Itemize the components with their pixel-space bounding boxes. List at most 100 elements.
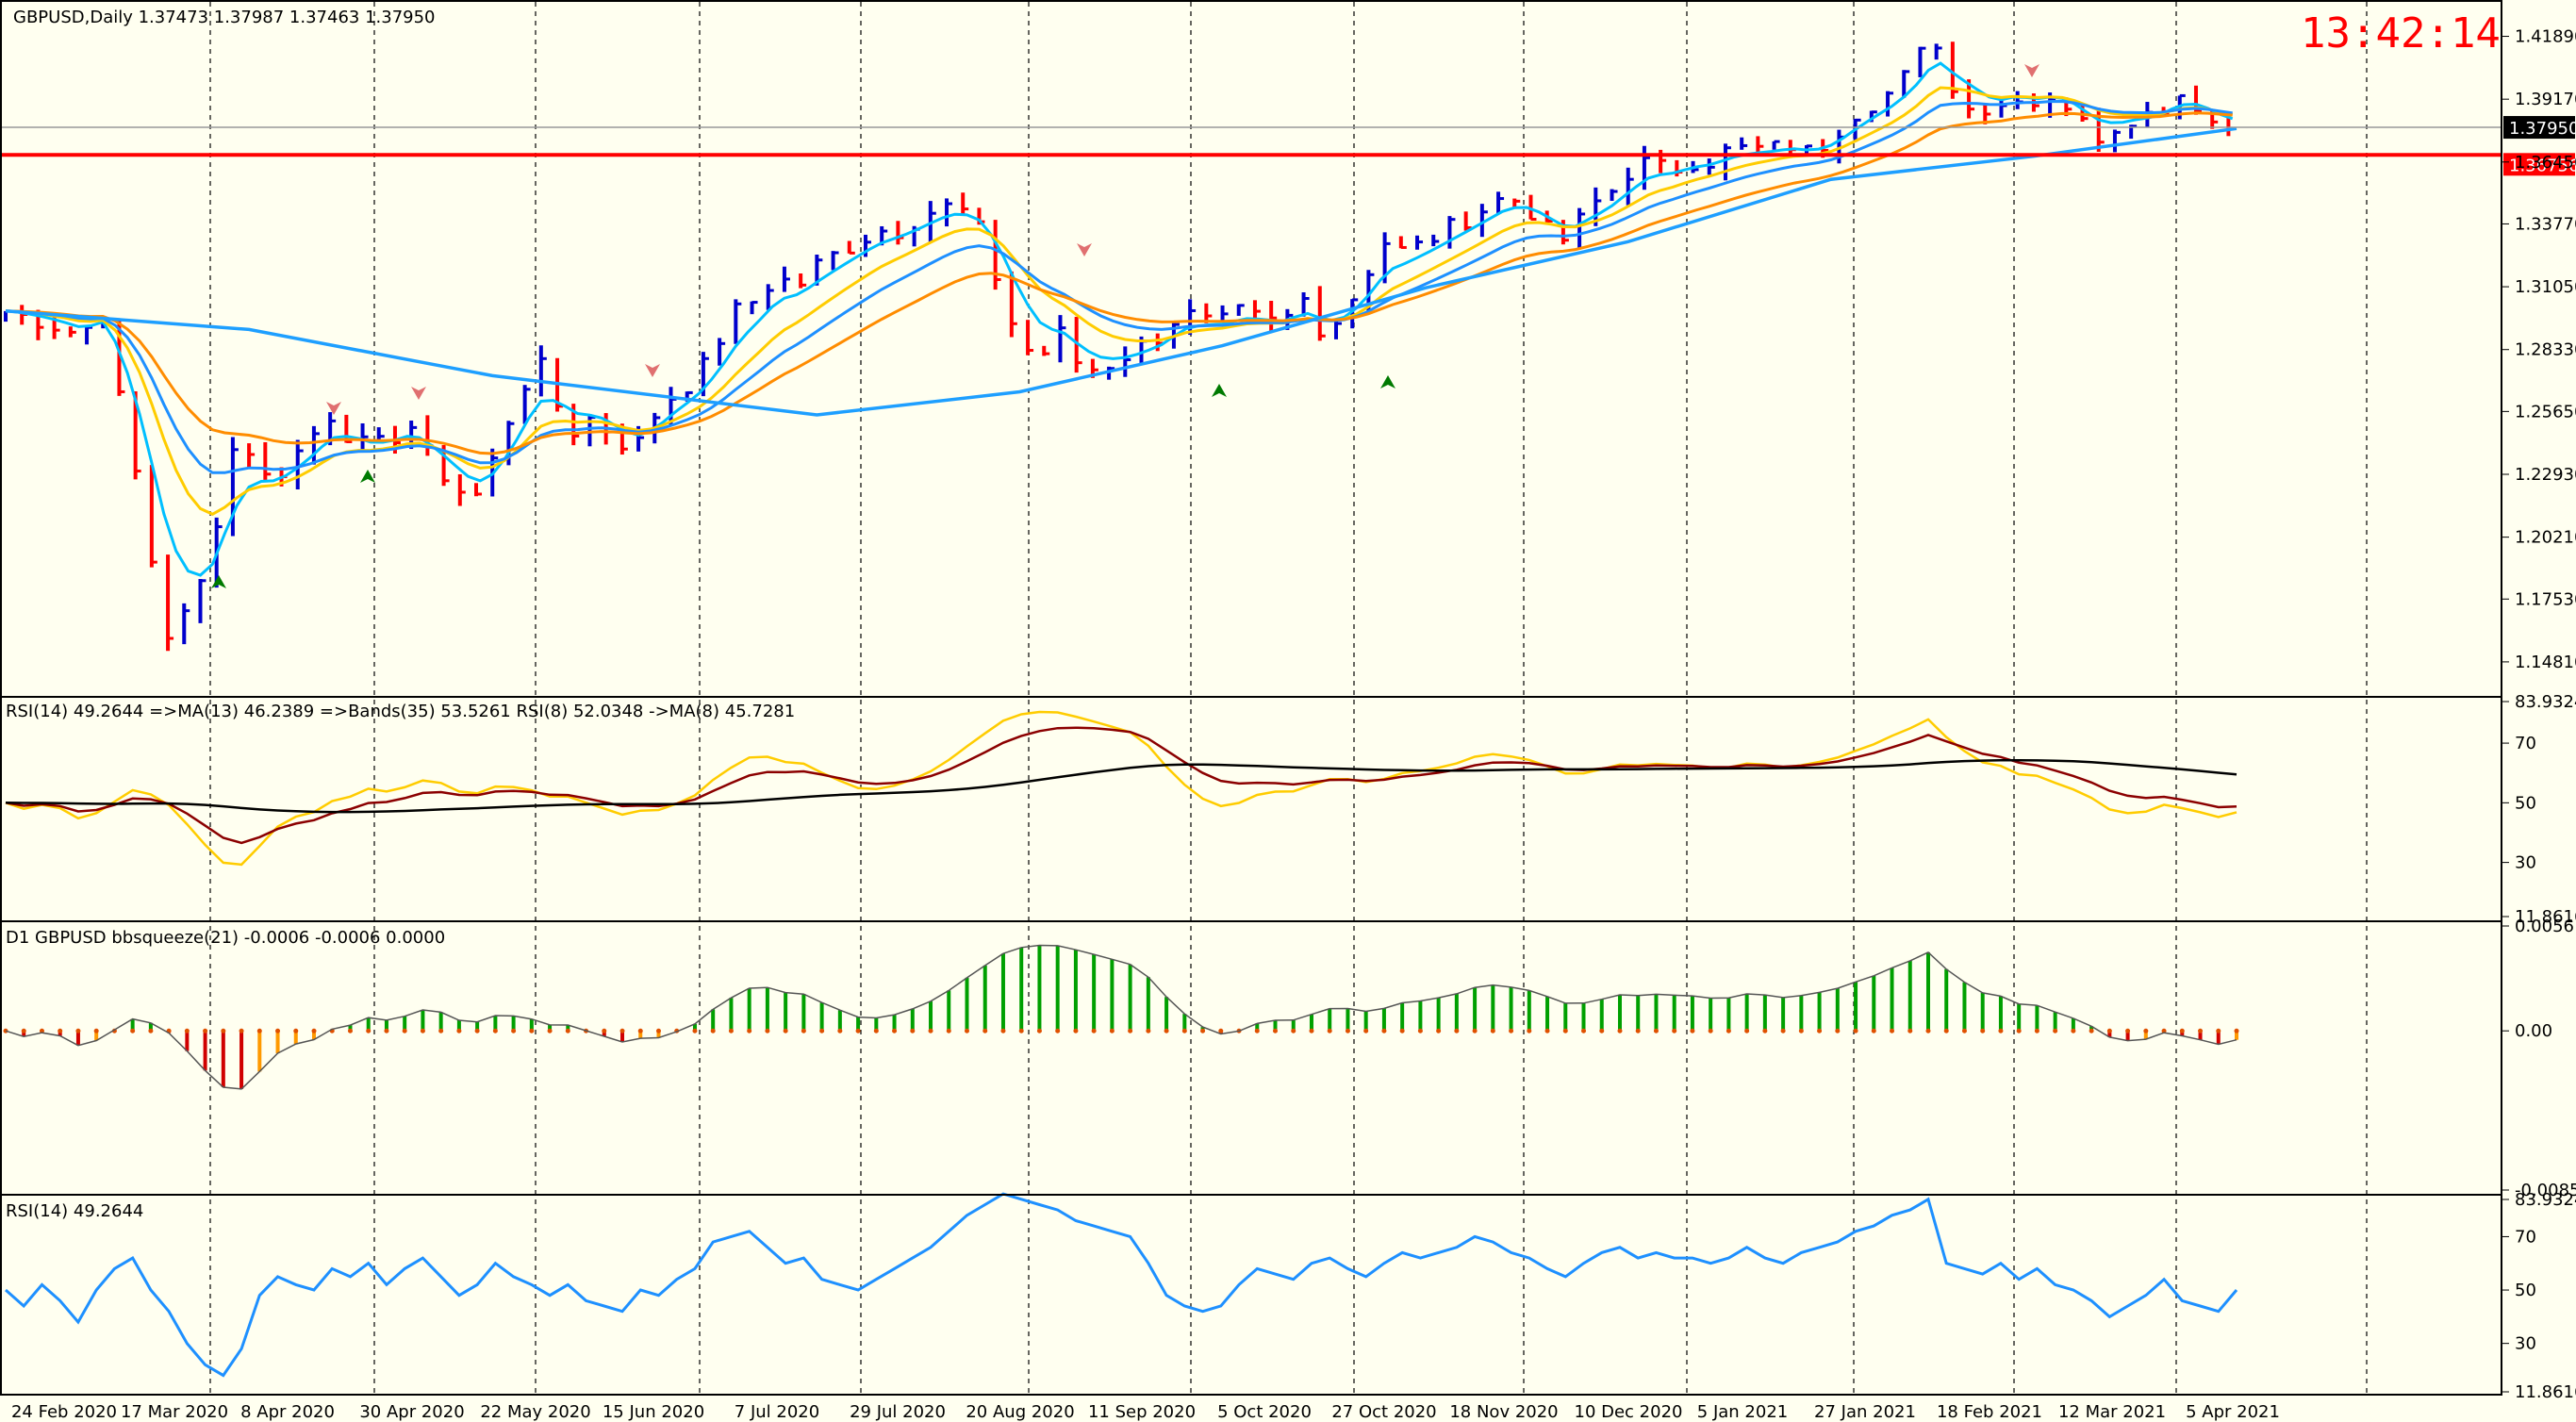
squeeze-dot: [1690, 1028, 1695, 1033]
squeeze-dot: [1273, 1028, 1279, 1033]
squeeze-dot: [1381, 1028, 1387, 1033]
squeeze-dot: [873, 1028, 879, 1033]
momentum-outline: [5, 944, 2237, 1090]
x-tick-label: 8 Apr 2020: [240, 1402, 335, 1422]
y-tick-label: 1.31050: [2515, 277, 2576, 297]
x-tick-label: 24 Feb 2020: [11, 1402, 117, 1422]
sell-arrow-icon: [1077, 243, 1092, 256]
hline-label-box: [2503, 153, 2575, 176]
x-tick-label: 15 Jun 2020: [603, 1402, 704, 1422]
ma-mid-line: [5, 99, 2233, 474]
buy-arrow-icon: [360, 470, 375, 483]
squeeze-dot: [1509, 1028, 1514, 1033]
squeeze-dot: [837, 1028, 843, 1033]
squeeze-dot: [58, 1028, 63, 1033]
squeeze-dot: [1454, 1028, 1460, 1033]
y-tick-label: 1.36450: [2515, 153, 2576, 173]
y-tick-label: 1.22930: [2515, 465, 2576, 485]
buy-arrow-icon: [1212, 384, 1227, 397]
squeeze-dot: [1835, 1028, 1841, 1033]
squeeze-dot: [819, 1028, 825, 1033]
squeeze-dot: [910, 1028, 916, 1033]
x-tick-label: 30 Apr 2020: [359, 1402, 464, 1422]
ma-long-line: [5, 126, 2237, 417]
x-tick-label: 27 Jan 2021: [1814, 1402, 1916, 1422]
squeeze-dot: [148, 1028, 154, 1033]
y-tick-label: -0.0085: [2515, 1181, 2576, 1200]
y-tick-label: 70: [2515, 734, 2536, 753]
squeeze-dot: [1254, 1028, 1260, 1033]
squeeze-dot: [1708, 1028, 1713, 1033]
squeeze-dot: [2143, 1028, 2149, 1033]
y-tick-label: 0.0056: [2515, 917, 2574, 936]
hline-label: 1.36756: [2509, 156, 2576, 175]
squeeze-dot: [747, 1028, 752, 1033]
squeeze-dot: [1000, 1028, 1006, 1033]
squeeze-dot: [655, 1028, 661, 1033]
squeeze-dot: [983, 1028, 988, 1033]
y-tick-label: 30: [2515, 1334, 2536, 1354]
y-tick-label: 11.8616: [2515, 1382, 2576, 1402]
y-tick-label: 83.9324: [2515, 1190, 2576, 1210]
x-tick-label: 11 Sep 2020: [1088, 1402, 1196, 1422]
sell-arrow-icon: [645, 364, 660, 377]
x-tick-label: 5 Oct 2020: [1217, 1402, 1312, 1422]
x-tick-label: 29 Jul 2020: [850, 1402, 946, 1422]
x-tick-label: 7 Jul 2020: [735, 1402, 819, 1422]
squeeze-dot: [1417, 1028, 1423, 1033]
y-tick-label: 1.33770: [2515, 214, 2576, 234]
squeeze-dot: [964, 1028, 969, 1033]
squeeze-dot: [529, 1028, 535, 1033]
squeeze-dot: [1055, 1028, 1061, 1033]
squeeze-dot: [21, 1028, 26, 1033]
squeeze-dot: [602, 1028, 607, 1033]
y-tick-label: 0.00: [2515, 1021, 2552, 1041]
squeeze-dot: [1345, 1028, 1350, 1033]
x-tick-label: 5 Apr 2021: [2186, 1402, 2280, 1422]
rsi14-line: [5, 1192, 2238, 1378]
rsi-panel-title: RSI(14) 49.2644 =>MA(13) 46.2389 =>Bands…: [6, 702, 795, 721]
rsi14-panel-title: RSI(14) 49.2644: [6, 1201, 143, 1221]
buy-arrow-icon: [1380, 375, 1395, 389]
squeeze-dot: [946, 1028, 951, 1033]
y-tick-label: 83.9324: [2515, 692, 2576, 712]
squeeze-dot: [2016, 1028, 2022, 1033]
y-tick-label: 1.41890: [2515, 27, 2576, 47]
squeeze-dot: [2179, 1028, 2185, 1033]
squeeze-dot: [1890, 1028, 1895, 1033]
rsi-bands-line: [5, 759, 2237, 814]
squeeze-dot: [130, 1028, 136, 1033]
squeeze-dot: [311, 1028, 317, 1033]
sell-arrow-icon: [326, 402, 341, 415]
squeeze-dot: [1617, 1028, 1623, 1033]
squeeze-dot: [1744, 1028, 1750, 1033]
squeeze-dot: [1291, 1028, 1296, 1033]
x-tick-label: 17 Mar 2020: [121, 1402, 228, 1422]
squeeze-dot: [2034, 1028, 2039, 1033]
squeeze-dot: [2234, 1028, 2239, 1033]
squeeze-dot: [2216, 1028, 2221, 1033]
rsi-ma-line: [5, 726, 2237, 845]
chart-header: GBPUSD,Daily 1.37473 1.37987 1.37463 1.3…: [13, 8, 436, 27]
squeeze-dot: [892, 1028, 898, 1033]
squeeze-dot: [221, 1028, 226, 1033]
clock: 13:42:14: [2301, 9, 2501, 58]
squeeze-dot: [93, 1028, 99, 1033]
squeeze-dot: [1599, 1028, 1605, 1033]
squeeze-dot: [928, 1028, 933, 1033]
squeeze-dot: [2071, 1028, 2076, 1033]
squeeze-dot: [1399, 1028, 1405, 1033]
squeeze-dot: [275, 1028, 281, 1033]
y-tick-label: 1.20210: [2515, 528, 2576, 548]
squeeze-dot: [1309, 1028, 1314, 1033]
squeeze-dot: [1726, 1028, 1731, 1033]
squeeze-dot: [855, 1028, 861, 1033]
squeeze-dot: [2161, 1028, 2167, 1033]
squeeze-dot: [565, 1028, 570, 1033]
x-tick-label: 18 Feb 2021: [1937, 1402, 2042, 1422]
squeeze-dot: [1943, 1028, 1949, 1033]
x-tick-label: 22 May 2020: [480, 1402, 590, 1422]
sell-arrow-icon: [411, 387, 426, 400]
squeeze-dot: [293, 1028, 299, 1033]
